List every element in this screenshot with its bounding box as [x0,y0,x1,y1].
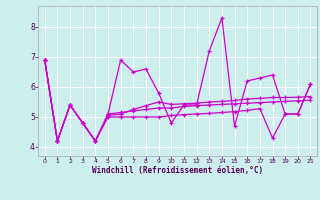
X-axis label: Windchill (Refroidissement éolien,°C): Windchill (Refroidissement éolien,°C) [92,166,263,175]
